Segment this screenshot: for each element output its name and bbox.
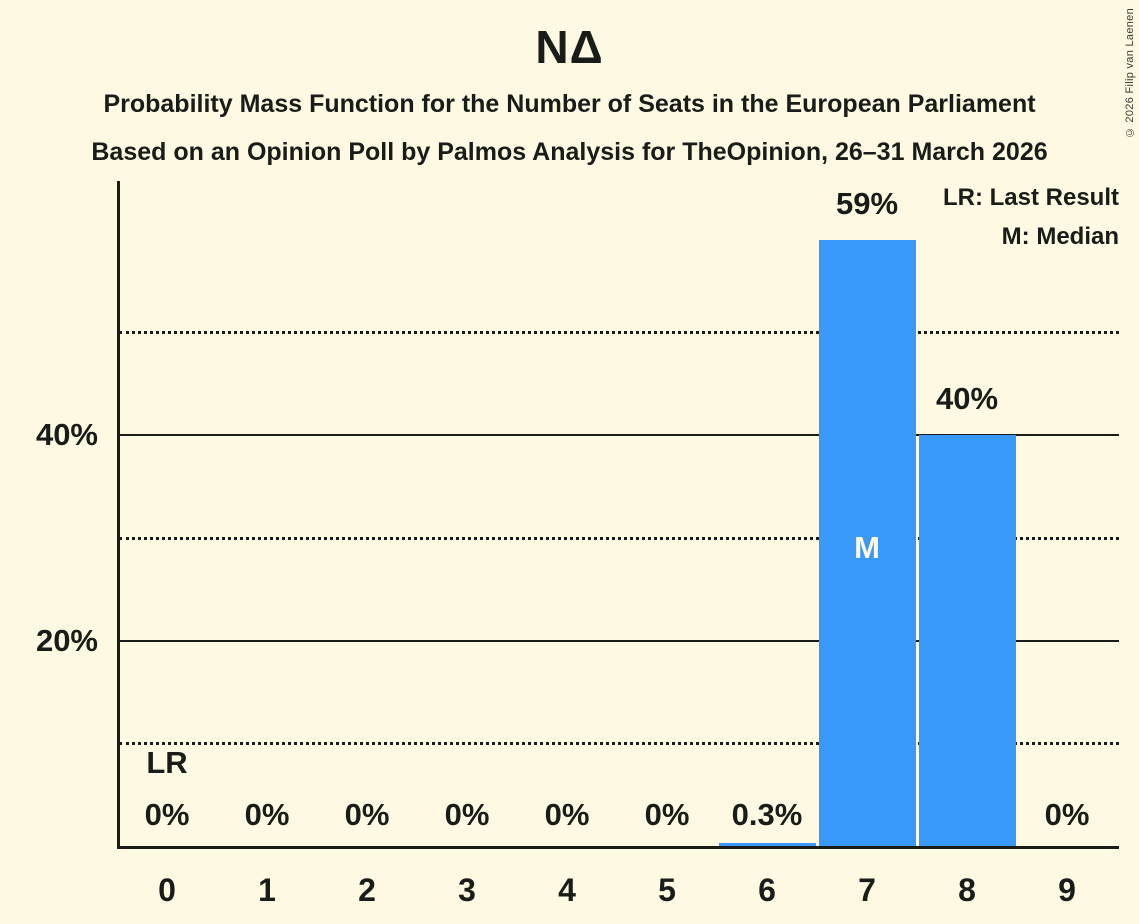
chart-title: NΔ <box>535 21 604 73</box>
y-axis-tick-40pct: 40% <box>35 417 98 452</box>
x-axis-tick-4: 4 <box>558 872 576 908</box>
x-axis-line <box>117 846 1119 849</box>
bar-value-label-0: 0% <box>144 797 190 832</box>
bar-value-label-1: 0% <box>244 797 290 832</box>
gridline-40pct <box>119 434 1119 436</box>
x-axis-tick-3: 3 <box>458 872 476 908</box>
bar-value-label-2: 0% <box>344 797 390 832</box>
x-axis-tick-2: 2 <box>358 872 376 908</box>
bar-value-label-9: 0% <box>1044 797 1090 832</box>
median-marker: M <box>854 529 880 565</box>
gridline-20pct <box>119 639 1119 642</box>
x-axis-tick-5: 5 <box>658 872 676 908</box>
x-axis-tick-9: 9 <box>1058 872 1076 908</box>
bar-seats-7 <box>818 239 916 846</box>
x-axis-tick-7: 7 <box>858 872 876 908</box>
gridline-50pct <box>119 331 1119 335</box>
last-result-marker: LR <box>146 745 188 780</box>
x-axis-tick-6: 6 <box>758 872 776 908</box>
bar-value-label-8: 40% <box>935 381 999 416</box>
legend: LR: Last Result M: Median <box>943 184 1119 251</box>
legend-entry-last-result: LR: Last Result <box>942 184 1119 211</box>
bar-seats-8 <box>918 435 1016 846</box>
y-axis-line <box>117 181 120 849</box>
chart-source-line: Based on an Opinion Poll by Palmos Analy… <box>91 138 1048 166</box>
y-axis-tick-20pct: 20% <box>35 622 98 658</box>
x-axis-tick-1: 1 <box>258 872 276 908</box>
bar-seats-6 <box>718 842 816 846</box>
bar-value-label-7: 59% <box>835 185 899 221</box>
x-axis-tick-8: 8 <box>958 872 976 908</box>
bar-value-label-5: 0% <box>644 797 690 832</box>
x-axis-tick-0: 0 <box>158 872 176 908</box>
bar-value-label-4: 0% <box>544 797 590 832</box>
bar-value-label-3: 0% <box>444 797 490 832</box>
gridline-30pct <box>119 536 1119 540</box>
gridline-10pct <box>119 742 1119 746</box>
legend-entry-median: M: Median <box>1001 223 1119 250</box>
bar-value-label-6: 0.3% <box>731 797 803 832</box>
chart-subtitle: Probability Mass Function for the Number… <box>103 90 1036 118</box>
